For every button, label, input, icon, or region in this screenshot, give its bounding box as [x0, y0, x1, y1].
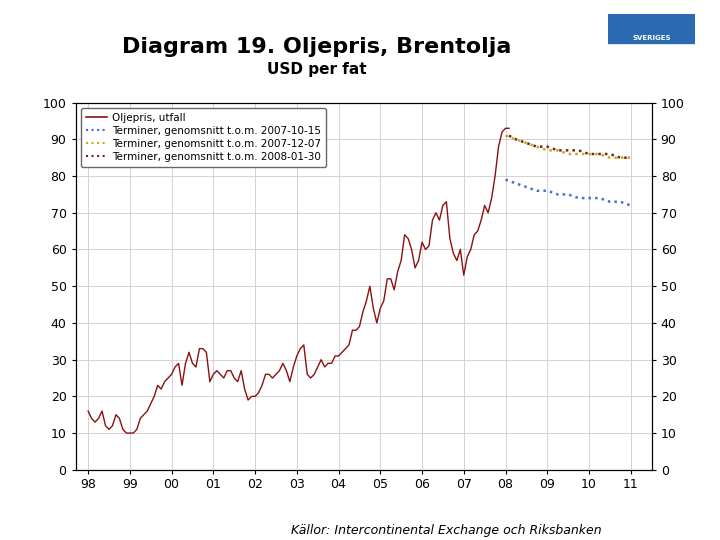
Terminer, genomsnitt t.o.m. 2007-12-07: [554, 147, 562, 153]
Terminer, genomsnitt t.o.m. 2007-12-07: [564, 151, 572, 157]
Terminer, genomsnitt t.o.m. 2008-01-30: [522, 140, 531, 146]
Line: Terminer, genomsnitt t.o.m. 2007-10-15: Terminer, genomsnitt t.o.m. 2007-10-15: [505, 180, 631, 205]
Terminer, genomsnitt t.o.m. 2007-12-07: [543, 147, 552, 153]
Terminer, genomsnitt t.o.m. 2007-12-07: [575, 151, 583, 157]
Terminer, genomsnitt t.o.m. 2008-01-30: [543, 144, 552, 150]
Terminer, genomsnitt t.o.m. 2007-10-15: [585, 195, 593, 201]
Text: SVERIGES: SVERIGES: [632, 35, 671, 41]
Terminer, genomsnitt t.o.m. 2008-01-30: [564, 147, 572, 153]
Line: Terminer, genomsnitt t.o.m. 2007-12-07: Terminer, genomsnitt t.o.m. 2007-12-07: [505, 136, 631, 158]
Terminer, genomsnitt t.o.m. 2008-01-30: [575, 147, 583, 153]
Oljepris, utfall: [505, 125, 513, 132]
Text: USD per fat: USD per fat: [267, 62, 366, 77]
Oljepris, utfall: [494, 144, 503, 150]
Oljepris, utfall: [122, 430, 131, 436]
Terminer, genomsnitt t.o.m. 2007-10-15: [522, 184, 531, 190]
Terminer, genomsnitt t.o.m. 2007-10-15: [575, 195, 583, 201]
Terminer, genomsnitt t.o.m. 2007-12-07: [616, 154, 625, 161]
Text: Diagram 19. Oljepris, Brentolja: Diagram 19. Oljepris, Brentolja: [122, 37, 511, 57]
Text: Källor: Intercontinental Exchange och Riksbanken: Källor: Intercontinental Exchange och Ri…: [291, 524, 602, 537]
Oljepris, utfall: [477, 217, 485, 224]
Terminer, genomsnitt t.o.m. 2007-10-15: [554, 191, 562, 198]
Terminer, genomsnitt t.o.m. 2008-01-30: [606, 151, 614, 157]
Terminer, genomsnitt t.o.m. 2008-01-30: [505, 132, 513, 139]
Legend: Oljepris, utfall, Terminer, genomsnitt t.o.m. 2007-10-15, Terminer, genomsnitt t: Oljepris, utfall, Terminer, genomsnitt t…: [81, 108, 326, 167]
Terminer, genomsnitt t.o.m. 2008-01-30: [554, 147, 562, 153]
Terminer, genomsnitt t.o.m. 2007-10-15: [533, 187, 541, 194]
Oljepris, utfall: [84, 408, 92, 414]
Terminer, genomsnitt t.o.m. 2007-12-07: [585, 151, 593, 157]
Terminer, genomsnitt t.o.m. 2007-10-15: [606, 199, 614, 205]
Terminer, genomsnitt t.o.m. 2007-12-07: [501, 132, 510, 139]
Terminer, genomsnitt t.o.m. 2007-12-07: [595, 151, 604, 157]
Terminer, genomsnitt t.o.m. 2007-12-07: [512, 136, 521, 143]
Terminer, genomsnitt t.o.m. 2008-01-30: [626, 154, 635, 161]
Terminer, genomsnitt t.o.m. 2008-01-30: [585, 151, 593, 157]
Terminer, genomsnitt t.o.m. 2007-12-07: [626, 154, 635, 161]
Terminer, genomsnitt t.o.m. 2008-01-30: [512, 136, 521, 143]
Terminer, genomsnitt t.o.m. 2007-12-07: [533, 144, 541, 150]
Line: Oljepris, utfall: Oljepris, utfall: [88, 129, 509, 433]
Terminer, genomsnitt t.o.m. 2007-10-15: [595, 195, 604, 201]
Terminer, genomsnitt t.o.m. 2008-01-30: [533, 144, 541, 150]
Bar: [608, 14, 695, 43]
Oljepris, utfall: [185, 349, 194, 355]
Terminer, genomsnitt t.o.m. 2007-10-15: [616, 199, 625, 205]
Terminer, genomsnitt t.o.m. 2007-12-07: [606, 154, 614, 161]
Terminer, genomsnitt t.o.m. 2008-01-30: [595, 151, 604, 157]
Oljepris, utfall: [223, 367, 232, 374]
Terminer, genomsnitt t.o.m. 2007-10-15: [626, 202, 635, 208]
Terminer, genomsnitt t.o.m. 2008-01-30: [616, 154, 625, 161]
Line: Terminer, genomsnitt t.o.m. 2008-01-30: Terminer, genomsnitt t.o.m. 2008-01-30: [509, 136, 631, 158]
Text: RIKSBANK: RIKSBANK: [631, 56, 672, 62]
Terminer, genomsnitt t.o.m. 2007-12-07: [522, 140, 531, 146]
Terminer, genomsnitt t.o.m. 2007-10-15: [564, 191, 572, 198]
Oljepris, utfall: [317, 356, 325, 363]
Terminer, genomsnitt t.o.m. 2007-10-15: [543, 187, 552, 194]
Terminer, genomsnitt t.o.m. 2007-10-15: [501, 177, 510, 183]
Terminer, genomsnitt t.o.m. 2007-10-15: [512, 180, 521, 187]
Oljepris, utfall: [501, 125, 510, 132]
Oljepris, utfall: [355, 323, 364, 330]
